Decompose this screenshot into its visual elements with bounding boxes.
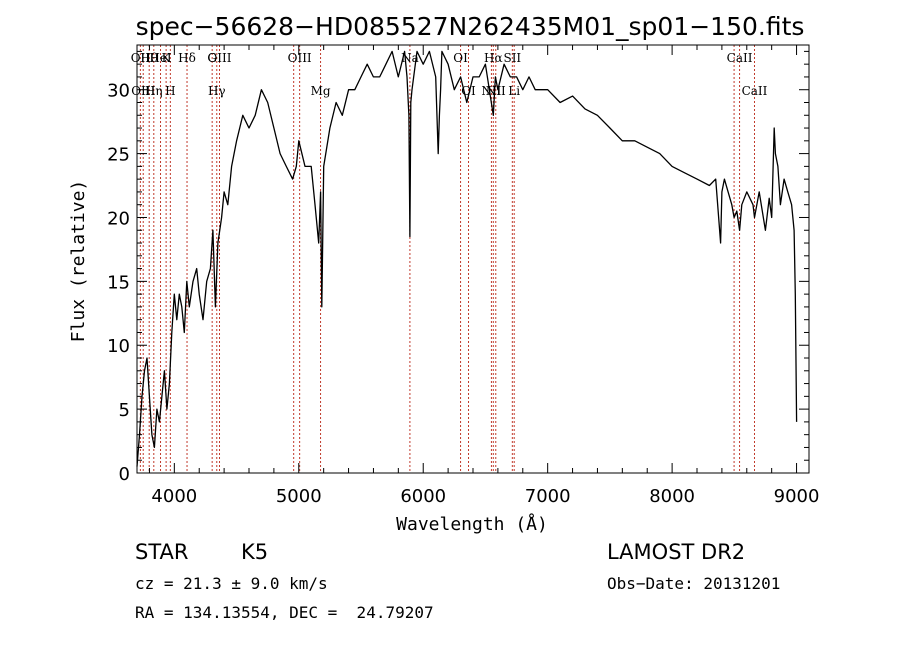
y-tick-label: 30 <box>107 81 130 102</box>
plot-frame <box>136 44 810 474</box>
survey-name: LAMOST DR2 <box>607 540 746 564</box>
redshift-velocity: cz = 21.3 ± 9.0 km/s <box>135 574 328 593</box>
spectral-line-label: G <box>207 51 217 65</box>
x-tick-label: 9000 <box>774 486 820 507</box>
spectral-line-label: Mg <box>311 84 331 98</box>
spectrum-line <box>136 50 798 467</box>
spectral-line-label: OII <box>131 51 151 65</box>
spectral-line-label: K <box>162 51 172 65</box>
spectral-line-label: HeI <box>149 51 172 65</box>
spectral-line-label: Hδ <box>178 51 196 65</box>
spectral-line-label: Hη <box>145 84 163 98</box>
spectral-line-label: OIII <box>207 51 231 65</box>
x-tick-label: 7000 <box>525 486 571 507</box>
x-tick-label: 8000 <box>649 486 695 507</box>
x-tick-label: 5000 <box>276 486 322 507</box>
object-subclass: K5 <box>241 540 269 564</box>
y-axis-ticks: 0 5 10 15 20 25 30 <box>107 50 809 485</box>
spectral-line-label: H <box>165 84 175 98</box>
spectral-line-label: Hγ <box>208 84 226 98</box>
spectral-line-label: Li <box>508 84 520 98</box>
observation-date: Obs−Date: 20131201 <box>607 574 781 593</box>
spectral-line-label: NII <box>486 84 506 98</box>
spectral-line-label: Hθ <box>140 51 158 65</box>
spectral-line-label: OI <box>453 51 468 65</box>
spectral-line-label: NII <box>481 84 501 98</box>
y-tick-label: 20 <box>107 208 130 229</box>
spectral-line-label: CaII <box>727 51 753 65</box>
y-tick-label: 15 <box>107 272 130 293</box>
spectral-line-label: Hα <box>484 51 503 65</box>
y-axis-label: Flux (relative) <box>68 180 89 343</box>
y-tick-label: 25 <box>107 145 130 166</box>
spectral-line-label: SII <box>503 51 521 65</box>
x-axis-label: Wavelength (Å) <box>396 513 548 535</box>
y-tick-label: 0 <box>119 464 130 485</box>
spectral-line-markers <box>139 45 755 473</box>
coordinates: RA = 134.13554, DEC = 24.79207 <box>135 603 434 622</box>
spectral-line-label: CaII <box>742 84 768 98</box>
spectral-line-label: OIII <box>288 51 312 65</box>
y-tick-label: 10 <box>107 336 130 357</box>
x-tick-label: 6000 <box>400 486 446 507</box>
object-class: STAR <box>135 540 189 564</box>
x-tick-label: 4000 <box>151 486 197 507</box>
chart-title: spec−56628−HD085527N262435M01_sp01−150.f… <box>136 12 805 41</box>
x-axis-ticks: 4000 5000 6000 7000 8000 9000 <box>148 45 820 507</box>
y-tick-label: 5 <box>119 400 130 421</box>
